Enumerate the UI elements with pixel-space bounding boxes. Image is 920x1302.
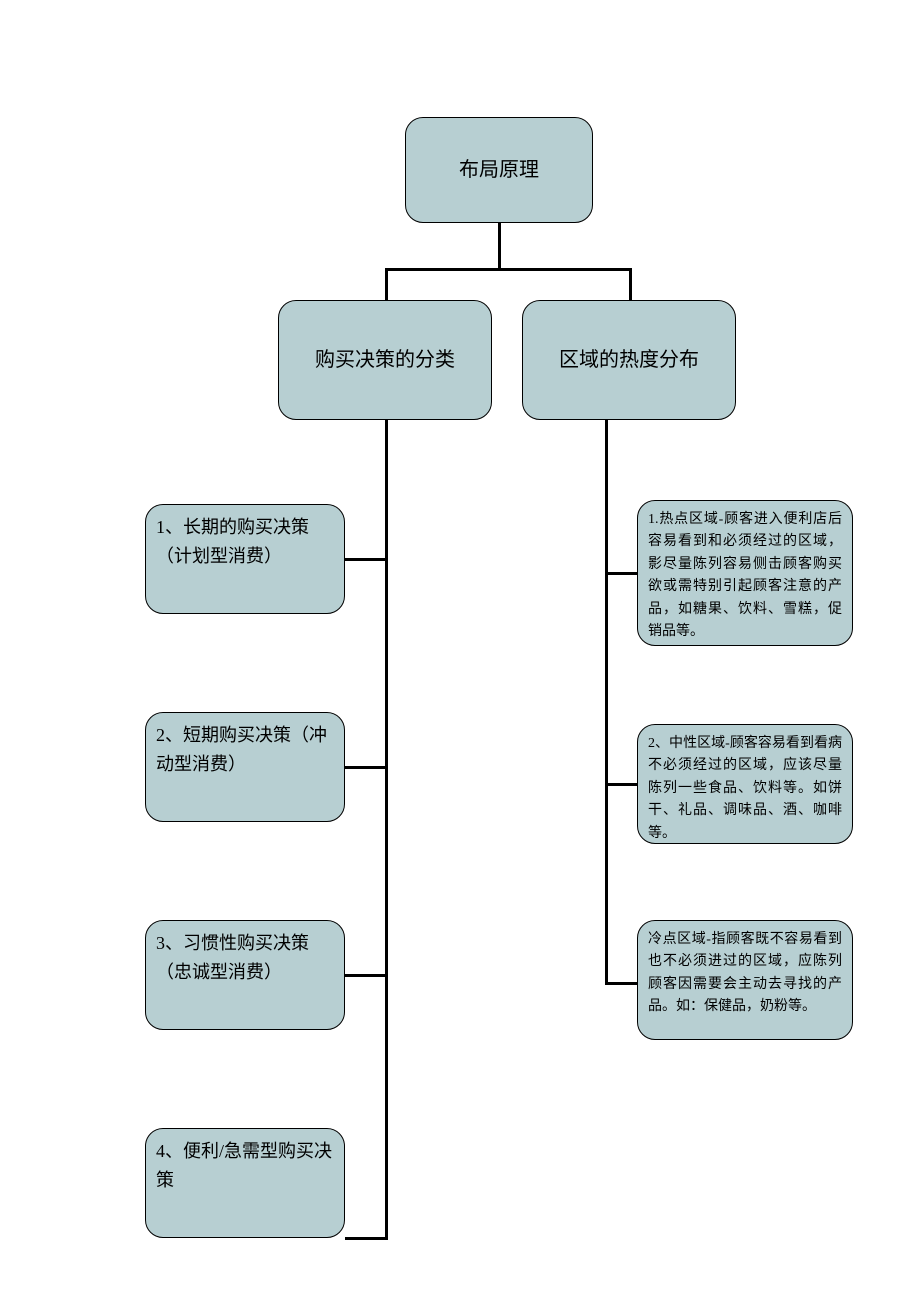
- edge-right-h1: [605, 572, 637, 575]
- edge-root-split-h: [385, 268, 632, 271]
- edge-left-trunk: [385, 420, 388, 1240]
- edge-right-trunk: [605, 420, 608, 985]
- leaf-right-3-label: 冷点区域-指顾客既不容易看到也不必须进过的区域，应陈列顾客因需要会主动去寻找的产…: [648, 929, 842, 1019]
- leaf-right-3: 冷点区域-指顾客既不容易看到也不必须进过的区域，应陈列顾客因需要会主动去寻找的产…: [637, 920, 853, 1040]
- leaf-left-1-label: 1、长期的购买决策（计划型消费）: [156, 513, 334, 571]
- branch-right-node: 区域的热度分布: [522, 300, 736, 420]
- leaf-left-2-label: 2、短期购买决策（冲动型消费）: [156, 721, 334, 779]
- leaf-right-1-label: 1.热点区域-顾客进入便利店后容易看到和必须经过的区域，影尽量陈列容易侧击顾客购…: [648, 509, 842, 643]
- edge-left-h1: [345, 558, 385, 561]
- leaf-right-1: 1.热点区域-顾客进入便利店后容易看到和必须经过的区域，影尽量陈列容易侧击顾客购…: [637, 500, 853, 646]
- leaf-left-4: 4、便利/急需型购买决策: [145, 1128, 345, 1238]
- leaf-left-3: 3、习惯性购买决策（忠诚型消费）: [145, 920, 345, 1030]
- branch-right-label: 区域的热度分布: [559, 344, 699, 376]
- edge-to-right-branch: [629, 268, 632, 300]
- branch-left-label: 购买决策的分类: [315, 344, 455, 376]
- leaf-right-2-label: 2、中性区域-顾客容易看到看病不必须经过的区域，应该尽量陈列一些食品、饮料等。如…: [648, 733, 842, 845]
- leaf-right-2: 2、中性区域-顾客容易看到看病不必须经过的区域，应该尽量陈列一些食品、饮料等。如…: [637, 724, 853, 844]
- branch-left-node: 购买决策的分类: [278, 300, 492, 420]
- root-label: 布局原理: [459, 154, 539, 186]
- leaf-left-2: 2、短期购买决策（冲动型消费）: [145, 712, 345, 822]
- edge-left-h3: [345, 974, 385, 977]
- root-node: 布局原理: [405, 117, 593, 223]
- edge-to-left-branch: [385, 268, 388, 300]
- edge-right-h2: [605, 783, 637, 786]
- edge-root-down: [498, 223, 501, 270]
- leaf-left-4-label: 4、便利/急需型购买决策: [156, 1137, 334, 1195]
- leaf-left-1: 1、长期的购买决策（计划型消费）: [145, 504, 345, 614]
- edge-left-h4: [345, 1237, 388, 1240]
- leaf-left-3-label: 3、习惯性购买决策（忠诚型消费）: [156, 929, 334, 987]
- edge-right-h3: [605, 982, 637, 985]
- edge-left-h2: [345, 766, 385, 769]
